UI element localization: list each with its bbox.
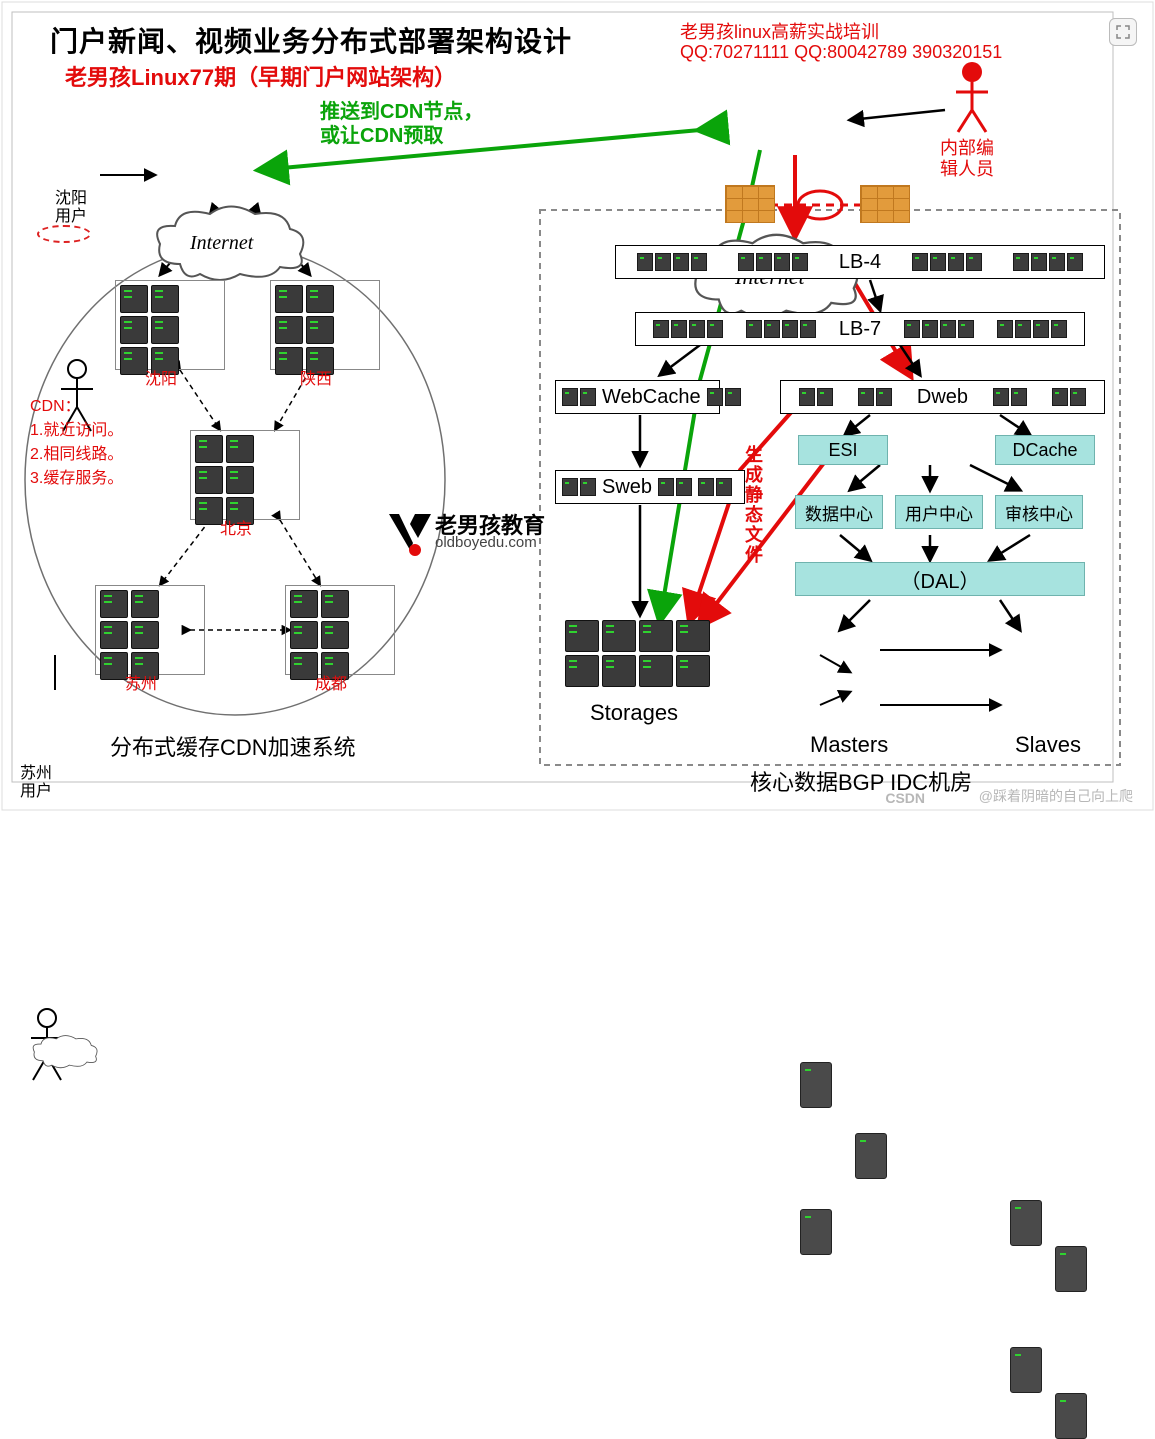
user-shenyang-label: 沈阳 用户 <box>55 190 87 225</box>
user-suzhou-label: 苏州 用户 <box>20 765 52 800</box>
cdn-node-beijing <box>190 430 300 520</box>
node-lb4: LB-4 <box>615 245 1105 279</box>
expand-icon[interactable] <box>1109 18 1137 46</box>
cdn-system-title: 分布式缓存CDN加速系统 <box>110 730 356 762</box>
editor-icon <box>950 60 994 134</box>
node-dweb: Dweb <box>780 380 1105 414</box>
esi-label: ESI <box>828 440 857 461</box>
cdn-note-heading: CDN： <box>30 395 123 419</box>
master-1-icon <box>800 1062 832 1108</box>
master-3-icon <box>800 1209 832 1255</box>
sweb-label: Sweb <box>602 476 652 499</box>
firewall-right-icon <box>860 185 910 223</box>
slave-3-icon <box>1010 1347 1042 1393</box>
node-webcache: WebCache <box>555 380 720 414</box>
watermark-csdn: CSDN <box>885 790 925 806</box>
dal-label: （DAL） <box>901 565 980 594</box>
suzhou-cloud <box>30 1032 100 1072</box>
main-title: 门户新闻、视频业务分布式部署架构设计 <box>50 20 572 60</box>
cdn-note-3: 3.缓存服务。 <box>30 467 123 491</box>
watermark-author: @踩着阴暗的自己向上爬 <box>979 786 1133 806</box>
cdn-note-2: 2.相同线路。 <box>30 443 123 467</box>
storages-label: Storages <box>590 700 678 726</box>
lb4-label: LB-4 <box>839 251 881 274</box>
masters-label: Masters <box>810 732 888 758</box>
editor-label: 内部编 辑人员 <box>940 138 994 179</box>
node-lb7: LB-7 <box>635 312 1085 346</box>
cdn-node-shaanxi <box>270 280 380 370</box>
datacenter-label: 数据中心 <box>805 500 873 525</box>
red-dash-left <box>37 225 91 243</box>
auditcenter-label: 审核中心 <box>1005 500 1073 525</box>
cdn-node-chengdu <box>285 585 395 675</box>
cdn-note: CDN： 1.就近访问。 2.相同线路。 3.缓存服务。 <box>30 395 123 491</box>
dweb-label: Dweb <box>917 386 968 409</box>
usercenter-label: 用户中心 <box>905 500 973 525</box>
subtitle: 老男孩Linux77期（早期门户网站架构） <box>65 60 456 92</box>
label-beijing: 北京 <box>220 515 252 539</box>
training-line1: 老男孩linux高薪实战培训 <box>680 18 879 44</box>
firewall-left-icon <box>725 185 775 223</box>
label-chengdu: 成都 <box>315 670 347 694</box>
webcache-label: WebCache <box>602 386 701 409</box>
internet-label-left: Internet <box>190 232 253 255</box>
cdn-node-shenyang <box>115 280 225 370</box>
label-shaanxi: 陕西 <box>300 365 332 389</box>
storages-cluster <box>565 620 715 687</box>
internet-cloud-left: Internet <box>150 204 310 284</box>
node-esi: ESI <box>798 435 888 465</box>
slave-2-icon <box>1055 1246 1087 1292</box>
idc-title: 核心数据BGP IDC机房 <box>750 765 972 797</box>
cdn-push-label: 推送到CDN节点， 或让CDN预取 <box>320 100 483 148</box>
dcache-label: DCache <box>1012 440 1077 461</box>
node-datacenter: 数据中心 <box>795 495 883 529</box>
slaves-label: Slaves <box>1015 732 1081 758</box>
label-suzhou: 苏州 <box>125 670 157 694</box>
generate-static-label: 生成静态文件 <box>740 445 766 565</box>
label-shenyang: 沈阳 <box>145 365 177 389</box>
node-sweb: Sweb <box>555 470 745 504</box>
node-dal: （DAL） <box>795 562 1085 596</box>
slave-1-icon <box>1010 1200 1042 1246</box>
brand-logo <box>385 510 435 561</box>
cdn-note-1: 1.就近访问。 <box>30 419 123 443</box>
node-auditcenter: 审核中心 <box>995 495 1083 529</box>
node-usercenter: 用户中心 <box>895 495 983 529</box>
brand-domain: oldboyedu.com <box>435 534 537 551</box>
master-2-icon <box>855 1133 887 1179</box>
slave-4-icon <box>1055 1393 1087 1439</box>
cdn-node-suzhou <box>95 585 205 675</box>
node-dcache: DCache <box>995 435 1095 465</box>
lb7-label: LB-7 <box>839 318 881 341</box>
